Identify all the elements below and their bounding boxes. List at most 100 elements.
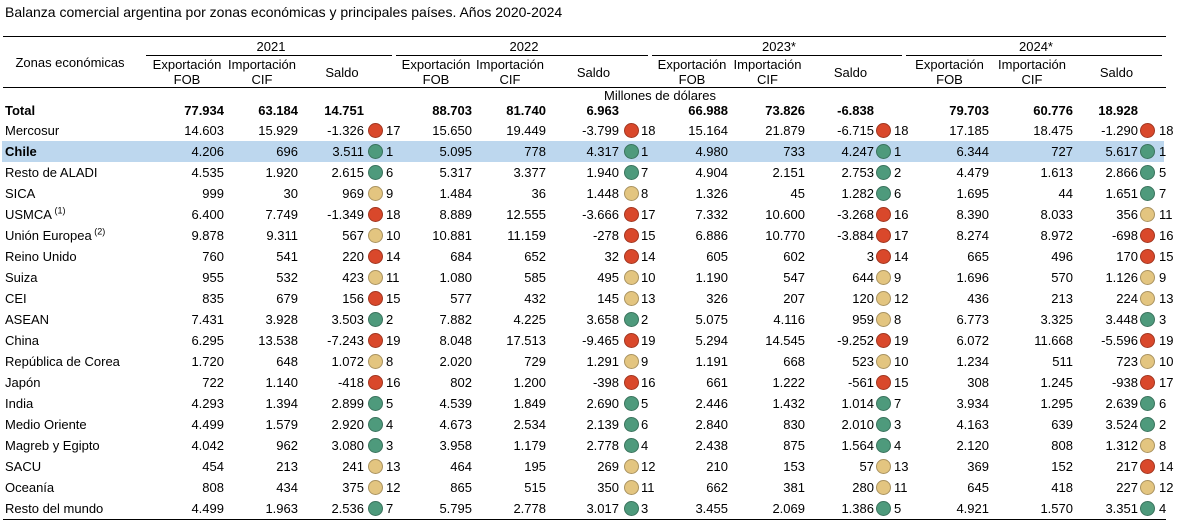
- rank-value: 10: [386, 228, 401, 243]
- table-row: SACU 454 213 241 13 464 195 269 12 210 153 57 13 369 1…: [0, 456, 1200, 477]
- rank-indicator-icon: [368, 228, 383, 243]
- exp-value: 5.095: [439, 144, 472, 159]
- table-row: Suiza 955 532 423 11 1.080 585 495 10 1.190 547 644…: [0, 267, 1200, 288]
- exp-value: 1.720: [191, 354, 224, 369]
- rank-value: 14: [894, 249, 909, 264]
- exp-value: 665: [967, 249, 989, 264]
- sal-value: 241: [342, 459, 364, 474]
- imp-value: 8.972: [1040, 228, 1073, 243]
- rank-value: 15: [386, 291, 401, 306]
- rank-value: 2: [386, 312, 394, 327]
- row-name: SACU: [5, 456, 41, 477]
- exp-value: 3.455: [695, 501, 728, 516]
- import-cif-header: Importación CIF: [228, 57, 296, 87]
- rank-indicator-icon: [876, 165, 891, 180]
- imp-value: 45: [790, 186, 805, 201]
- total-exp-value: 77.934: [184, 103, 224, 118]
- rank-value: 12: [641, 459, 656, 474]
- sal-value: 2.899: [331, 396, 364, 411]
- rank-value: 13: [386, 459, 401, 474]
- exp-value: 4.980: [695, 144, 728, 159]
- exp-value: 4.904: [695, 165, 728, 180]
- rank-value: 3: [386, 438, 394, 453]
- rank-value: 17: [894, 228, 909, 243]
- exp-value: 605: [706, 249, 728, 264]
- rank-indicator-icon: [368, 375, 383, 390]
- rank-value: 15: [1159, 249, 1174, 264]
- header-top-rule: [3, 36, 1166, 37]
- sal-value: 3.511: [332, 144, 364, 159]
- rank-value: 14: [641, 249, 656, 264]
- row-name: Resto de ALADI: [5, 162, 98, 183]
- row-name: Mercosur: [5, 120, 59, 141]
- rank-indicator-icon: [876, 480, 891, 495]
- row-name: Medio Oriente: [5, 414, 87, 435]
- imp-value: 962: [276, 438, 298, 453]
- exp-value: 6.344: [956, 144, 989, 159]
- row-name-text: Unión Europea: [5, 228, 92, 243]
- rank-value: 1: [641, 144, 649, 159]
- imp-value: 213: [276, 459, 298, 474]
- exp-value: 4.293: [191, 396, 224, 411]
- imp-value: 652: [524, 249, 546, 264]
- rank-indicator-icon: [624, 501, 639, 516]
- rank-indicator-icon: [368, 501, 383, 516]
- rank-indicator-icon: [876, 501, 891, 516]
- exp-value: 2.438: [695, 438, 728, 453]
- rank-indicator-icon: [624, 354, 639, 369]
- sal-value: -938: [1111, 375, 1138, 390]
- rank-value: 10: [1159, 354, 1174, 369]
- imp-value: 3.377: [513, 165, 546, 180]
- row-name-text: CEI: [5, 291, 27, 306]
- exp-value: 7.882: [439, 312, 472, 327]
- rank-value: 16: [894, 207, 909, 222]
- row-name-text: Magreb y Egipto: [5, 438, 100, 453]
- sal-value: 227: [1116, 480, 1138, 495]
- rank-indicator-icon: [1140, 123, 1155, 138]
- total-imp-value: 73.826: [765, 103, 805, 118]
- total-imp-value: 60.776: [1033, 103, 1073, 118]
- rank-value: 1: [386, 144, 394, 159]
- sal-value: 959: [852, 312, 874, 327]
- table-row: Japón 722 1.140 -418 16 802 1.200 -398 16 661 1.22…: [0, 372, 1200, 393]
- sal-value: 2.690: [586, 396, 619, 411]
- rank-indicator-icon: [876, 144, 891, 159]
- table-row: USMCA (1) 6.400 7.749 -1.349 18 8.889 12.555 -3…: [0, 204, 1200, 225]
- sal-value: 350: [597, 480, 619, 495]
- imp-value: 11.159: [507, 228, 546, 243]
- row-name-text: ASEAN: [5, 312, 50, 327]
- rank-value: 4: [1159, 501, 1167, 516]
- rank-indicator-icon: [624, 312, 639, 327]
- imp-value: 19.449: [506, 123, 546, 138]
- rank-value: 8: [894, 312, 902, 327]
- exp-value: 2.446: [695, 396, 728, 411]
- sal-value: 2.615: [331, 165, 364, 180]
- rank-value: 6: [386, 165, 394, 180]
- total-sal-value: 6.963: [586, 103, 619, 118]
- imp-value: 547: [783, 270, 805, 285]
- rank-value: 3: [1159, 312, 1167, 327]
- imp-value: 3.325: [1040, 312, 1073, 327]
- imp-value: 4.116: [773, 312, 805, 327]
- imp-value: 1.295: [1040, 396, 1073, 411]
- rank-indicator-icon: [624, 375, 639, 390]
- year-underline: [906, 55, 1162, 56]
- rank-value: 9: [641, 354, 649, 369]
- rank-value: 14: [386, 249, 401, 264]
- rank-value: 7: [1159, 186, 1167, 201]
- imp-value: 2.534: [513, 417, 546, 432]
- imp-value: 1.570: [1040, 501, 1073, 516]
- rank-indicator-icon: [1140, 270, 1155, 285]
- exp-value: 4.535: [191, 165, 224, 180]
- exp-value: 4.163: [956, 417, 989, 432]
- rank-indicator-icon: [624, 123, 639, 138]
- exp-value: 2.840: [695, 417, 728, 432]
- sal-value: 375: [342, 480, 364, 495]
- row-name: China: [5, 330, 39, 351]
- sal-value: -1.326: [327, 123, 364, 138]
- imp-value: 1.245: [1040, 375, 1073, 390]
- table-row: Reino Unido 760 541 220 14 684 652 32 14 605 602 3 1…: [0, 246, 1200, 267]
- rank-indicator-icon: [368, 291, 383, 306]
- rank-value: 11: [641, 480, 655, 495]
- sal-value: 2.753: [841, 165, 874, 180]
